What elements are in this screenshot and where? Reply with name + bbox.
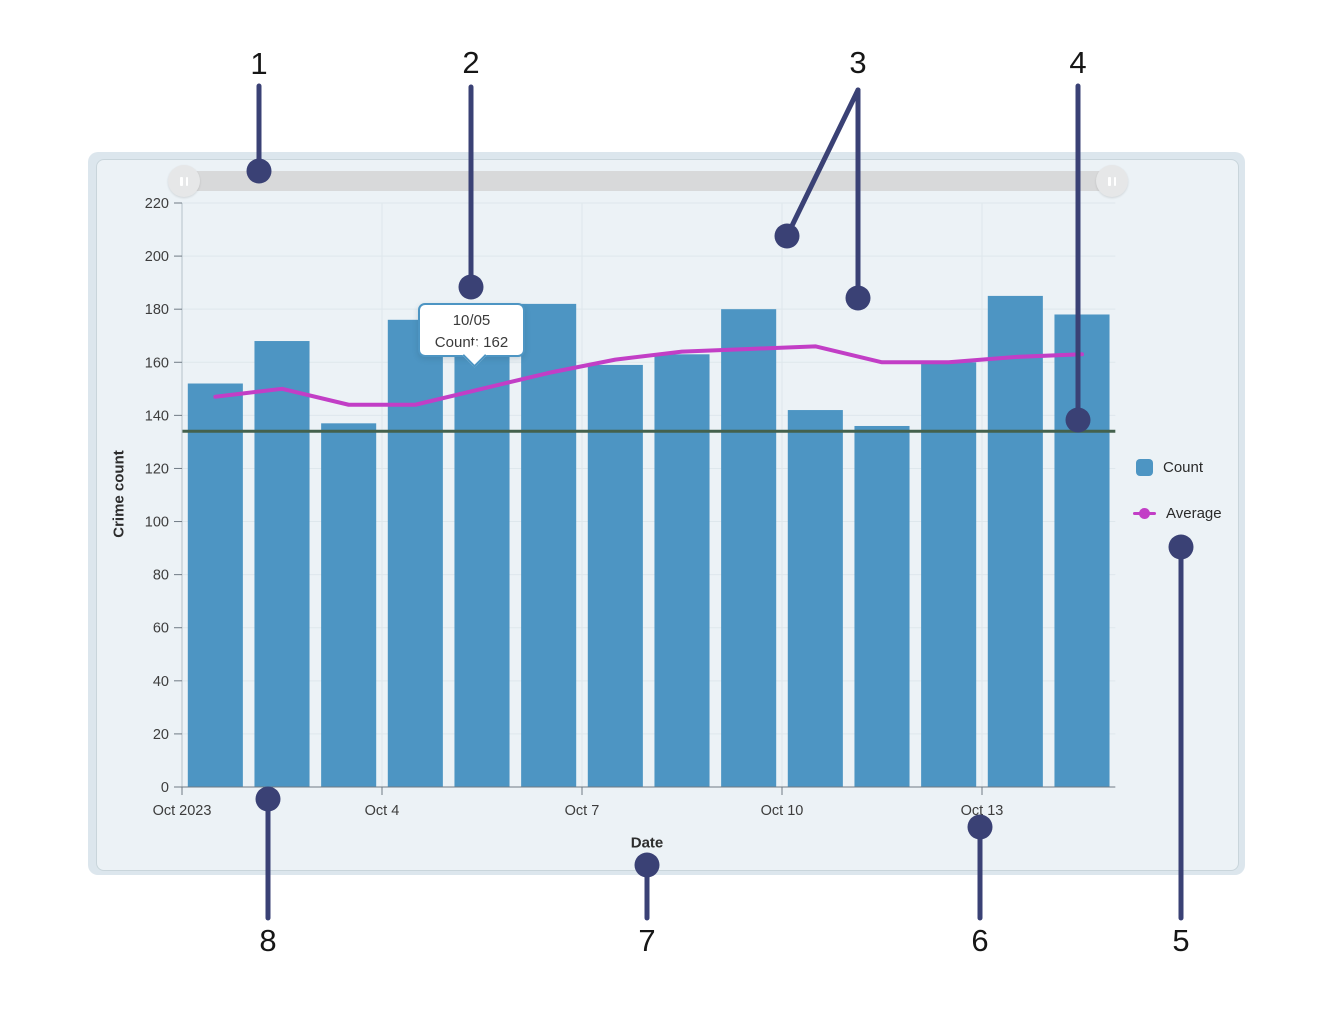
bar-oct-14[interactable] <box>1054 314 1110 787</box>
callout-number-6: 6 <box>971 923 989 958</box>
bar-oct-1[interactable] <box>187 383 243 787</box>
bar-swatch-icon <box>1136 458 1153 476</box>
y-tick-label: 20 <box>153 727 169 743</box>
bar-oct-10[interactable] <box>787 410 843 787</box>
x-tick-label: Oct 4 <box>365 803 400 819</box>
tooltip: 10/05 Count: 162 <box>418 303 525 368</box>
legend-label-count: Count <box>1163 458 1204 476</box>
time-range-slider-track[interactable] <box>170 171 1120 191</box>
x-tick-label: Oct 2023 <box>153 803 212 819</box>
y-tick-label: 200 <box>145 249 169 265</box>
slider-handle-right[interactable] <box>1096 165 1128 197</box>
y-tick-label: 40 <box>153 674 169 690</box>
bar-oct-13[interactable] <box>987 295 1043 787</box>
bar-oct-8[interactable] <box>654 354 710 787</box>
line-marker-icon <box>1133 505 1156 522</box>
y-tick-label: 180 <box>145 302 169 318</box>
bar-oct-3[interactable] <box>321 423 377 787</box>
callout-number-8: 8 <box>259 923 277 958</box>
x-tick-label: Oct 7 <box>565 803 600 819</box>
x-axis-title: Date <box>630 834 664 852</box>
bar-oct-2[interactable] <box>254 341 310 787</box>
legend-label-average: Average <box>1166 504 1222 522</box>
y-tick-label: 80 <box>153 568 169 584</box>
slider-handle-left[interactable] <box>168 165 200 197</box>
callout-number-7: 7 <box>638 923 656 958</box>
callout-number-3: 3 <box>849 45 867 80</box>
legend-item-count[interactable]: Count <box>1128 456 1222 478</box>
y-tick-label: 0 <box>161 780 169 796</box>
bar-oct-5[interactable] <box>454 356 510 787</box>
grip-icon <box>1108 176 1111 186</box>
y-tick-label: 220 <box>145 196 169 212</box>
bar-oct-12[interactable] <box>921 362 977 787</box>
grip-icon <box>1113 176 1116 186</box>
tooltip-value: Count: 162 <box>434 334 509 351</box>
bar-oct-11[interactable] <box>854 425 910 787</box>
bar-oct-9[interactable] <box>721 309 777 787</box>
x-tick-label: Oct 10 <box>761 803 804 819</box>
callout-number-2: 2 <box>462 45 480 80</box>
y-tick-label: 140 <box>145 408 169 424</box>
bar-oct-6[interactable] <box>521 303 577 787</box>
y-tick-label: 120 <box>145 461 169 477</box>
legend-item-average[interactable]: Average <box>1128 502 1222 524</box>
average-line <box>213 344 1084 407</box>
legend: Count Average <box>1128 456 1222 548</box>
y-tick-label: 100 <box>145 515 169 531</box>
callout-number-1: 1 <box>250 46 268 81</box>
y-axis-title: Crime count <box>110 450 128 538</box>
tooltip-date: 10/05 <box>452 312 491 329</box>
grip-icon <box>185 176 188 186</box>
callout-number-5: 5 <box>1172 923 1190 958</box>
x-tick-label: Oct 13 <box>961 803 1004 819</box>
bar-oct-7[interactable] <box>587 364 643 787</box>
y-tick-label: 60 <box>153 621 169 637</box>
bar-oct-4[interactable] <box>387 319 443 787</box>
grip-icon <box>180 176 183 186</box>
callout-number-4: 4 <box>1069 45 1087 80</box>
y-tick-label: 160 <box>145 355 169 371</box>
